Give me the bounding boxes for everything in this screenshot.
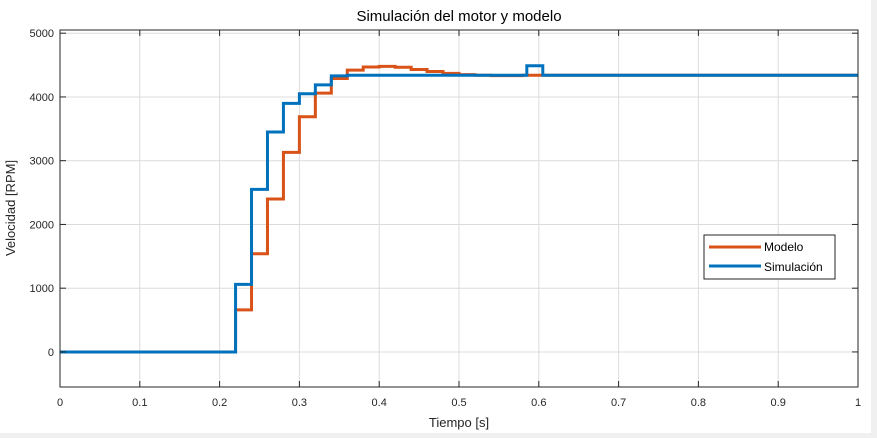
y-tick-label: 4000 <box>30 92 54 104</box>
y-tick-label: 3000 <box>30 156 54 168</box>
ticks <box>59 30 859 387</box>
x-tick-label: 1 <box>855 397 861 409</box>
x-tick-labels: 0 0.1 0.2 0.3 0.4 0.5 0.6 0.7 0.8 0.9 1 <box>57 397 861 409</box>
x-tick-label: 0.6 <box>531 397 546 409</box>
x-tick-label: 0.2 <box>212 397 227 409</box>
x-axis-label: Tiempo [s] <box>429 415 489 430</box>
x-tick-label: 0.3 <box>292 397 307 409</box>
x-tick-label: 0.7 <box>611 397 626 409</box>
x-tick-label: 0.5 <box>451 397 466 409</box>
y-tick-label: 0 <box>48 347 54 359</box>
x-tick-label: 0.9 <box>771 397 786 409</box>
y-axis-label: Velocidad [RPM] <box>3 160 18 256</box>
legend: Modelo Simulación <box>703 234 836 280</box>
y-tick-label: 1000 <box>30 283 54 295</box>
legend-label-simulacion: Simulación <box>764 260 823 274</box>
legend-box <box>703 234 836 280</box>
y-tick-labels: 0 1000 2000 3000 4000 5000 <box>30 28 54 359</box>
x-tick-label: 0.1 <box>132 397 147 409</box>
x-tick-label: 0 <box>57 397 63 409</box>
x-tick-label: 0.4 <box>372 397 387 409</box>
y-tick-label: 2000 <box>30 219 54 231</box>
legend-label-modelo: Modelo <box>764 240 804 254</box>
x-tick-label: 0.8 <box>691 397 706 409</box>
series-layer <box>60 64 858 354</box>
series-line-simulacion <box>60 64 858 354</box>
y-tick-label: 5000 <box>30 28 54 40</box>
grid <box>59 30 859 387</box>
chart-title: Simulación del motor y modelo <box>356 8 561 25</box>
